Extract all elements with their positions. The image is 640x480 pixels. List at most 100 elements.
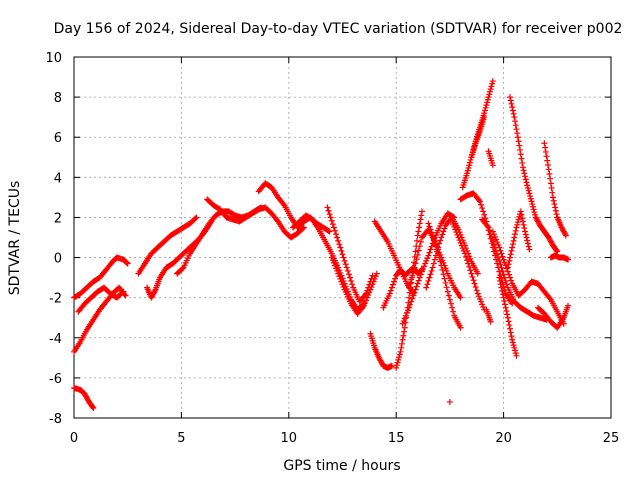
series-arc-ac [496, 274, 520, 359]
data-point [464, 170, 471, 177]
data-point [488, 234, 495, 241]
data-point [413, 256, 420, 263]
data-point [440, 228, 447, 235]
data-point [553, 211, 560, 218]
data-point [510, 110, 517, 117]
data-point [338, 278, 345, 285]
data-point [370, 278, 377, 285]
data-point [342, 261, 349, 268]
data-point [476, 296, 483, 303]
data-point [512, 118, 519, 125]
data-point [551, 201, 558, 208]
data-point [414, 232, 421, 239]
data-point [529, 201, 536, 208]
data-point [414, 251, 421, 258]
data-point [478, 201, 485, 208]
data-point [328, 217, 335, 224]
data-point [542, 148, 549, 155]
data-point [471, 143, 478, 150]
data-point [464, 257, 471, 264]
data-point [496, 274, 503, 281]
data-point [512, 350, 519, 357]
data-point [373, 270, 380, 277]
data-point [434, 246, 441, 253]
data-point [501, 274, 508, 281]
data-point [454, 231, 461, 238]
data-point [400, 318, 407, 325]
data-point [485, 224, 492, 231]
data-point [524, 240, 531, 247]
data-point [402, 312, 409, 319]
data-point [389, 281, 396, 288]
data-point [554, 248, 561, 255]
data-point [335, 237, 342, 244]
data-point [513, 126, 520, 133]
data-point [427, 246, 434, 253]
x-tick-label: 25 [603, 431, 620, 446]
data-point [496, 244, 503, 251]
data-point [562, 231, 569, 238]
data-point [544, 161, 551, 168]
data-point [447, 300, 454, 307]
data-point [523, 179, 530, 186]
data-point [463, 253, 470, 260]
series-arc-o [380, 264, 425, 311]
data-point [469, 148, 476, 155]
y-tick-label: 4 [54, 171, 62, 186]
data-point [519, 159, 526, 166]
y-axis-label: SDTVAR / TECUs [7, 181, 23, 296]
data-point [552, 207, 559, 214]
data-point [494, 251, 501, 258]
data-point [475, 197, 482, 204]
x-tick-label: 10 [281, 431, 298, 446]
data-point [490, 231, 497, 238]
data-point [360, 302, 367, 309]
data-point [496, 268, 503, 275]
data-point [409, 272, 416, 279]
data-point [509, 104, 516, 111]
data-point [179, 265, 186, 272]
data-point [460, 247, 467, 254]
y-tick-label: 8 [54, 91, 62, 106]
data-point [362, 300, 369, 307]
data-point [522, 173, 529, 180]
data-point [486, 91, 493, 98]
data-point [472, 283, 479, 290]
series-arc-l [328, 254, 380, 317]
data-point [471, 140, 478, 147]
data-point [550, 197, 557, 204]
data-point [426, 274, 433, 281]
data-point [466, 253, 473, 260]
data-point [515, 138, 522, 145]
data-point [487, 318, 494, 325]
data-point [481, 107, 488, 114]
data-point [406, 294, 413, 301]
data-point [505, 261, 512, 268]
data-point [486, 227, 493, 234]
data-point [411, 289, 418, 296]
data-points [71, 78, 572, 411]
data-point [468, 270, 475, 277]
data-point [409, 295, 416, 302]
plot-frame [73, 56, 612, 419]
data-point [507, 329, 514, 336]
y-tick-label: 0 [54, 252, 62, 267]
data-point [503, 281, 510, 288]
data-point [348, 277, 355, 284]
data-point [528, 198, 535, 205]
data-point [340, 283, 347, 290]
data-point [508, 247, 515, 254]
data-point [408, 276, 415, 283]
data-point [331, 227, 338, 234]
data-point [512, 347, 519, 354]
data-point [337, 244, 344, 251]
data-point [470, 277, 477, 284]
data-point [334, 267, 341, 274]
data-point [464, 167, 471, 174]
data-point [329, 257, 336, 264]
data-point [517, 208, 524, 215]
data-point [511, 114, 518, 121]
data-point [562, 232, 569, 239]
data-point [412, 260, 419, 267]
data-point [530, 206, 537, 213]
